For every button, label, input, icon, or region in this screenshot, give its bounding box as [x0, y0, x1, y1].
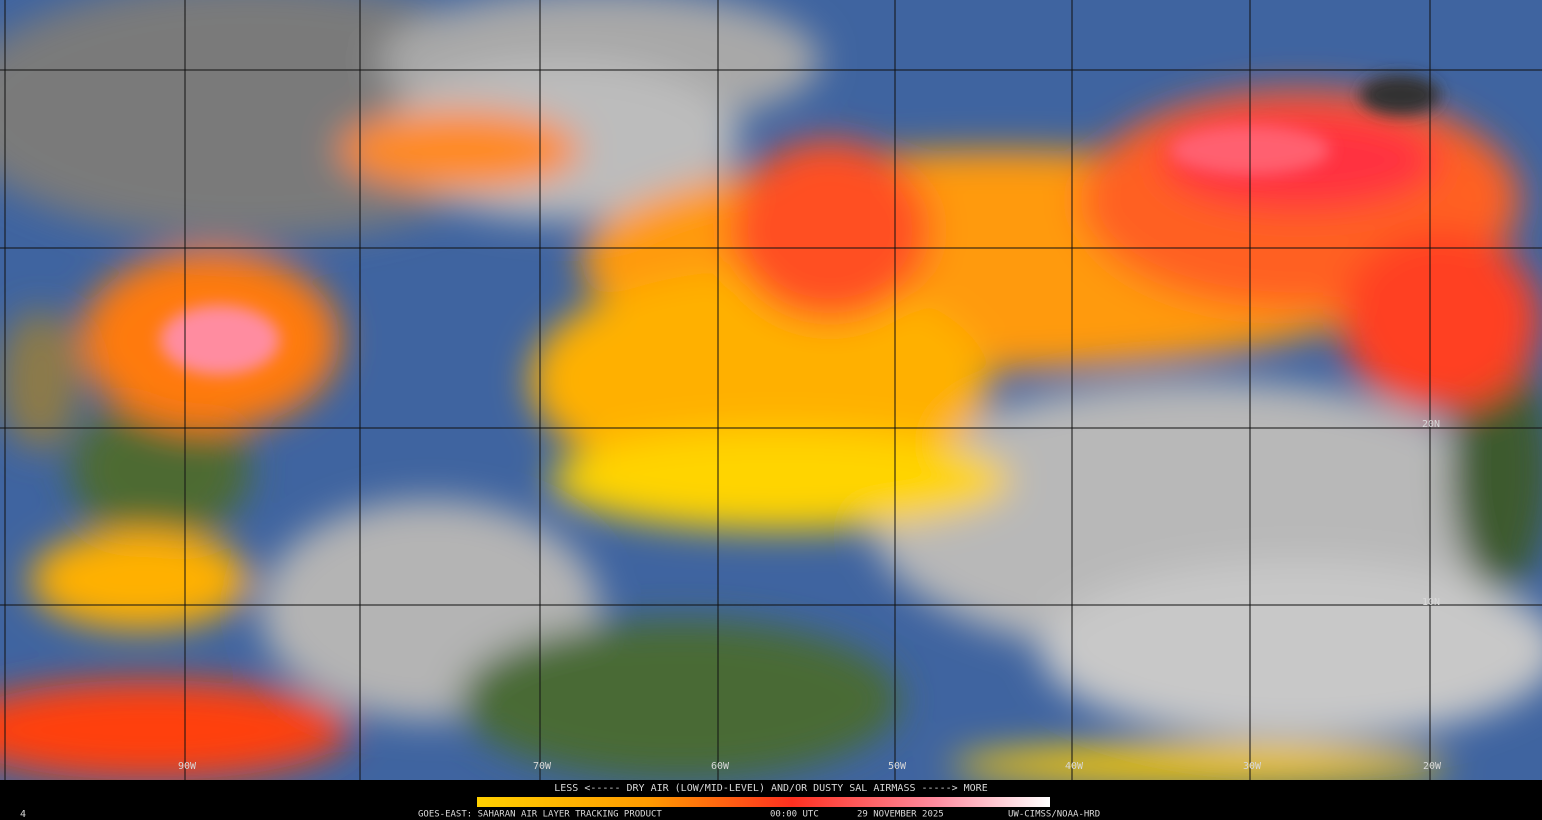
legend-caption: LESS <----- DRY AIR (LOW/MID-LEVEL) AND/…: [554, 783, 987, 794]
grid-labels: 90W 70W 60W 50W 40W 30W 20W 20N 10N: [178, 419, 1442, 772]
lon-label: 20W: [1423, 761, 1442, 772]
date: 29 NOVEMBER 2025: [857, 810, 944, 820]
lon-label: 90W: [178, 761, 197, 772]
footer: LESS <----- DRY AIR (LOW/MID-LEVEL) AND/…: [0, 780, 1542, 820]
frame-number: 4: [20, 809, 26, 820]
lat-label: 20N: [1422, 419, 1440, 430]
lon-label: 50W: [888, 761, 907, 772]
lon-label: 70W: [533, 761, 552, 772]
credit: UW-CIMSS/NOAA-HRD: [1008, 810, 1100, 820]
lat-label: 10N: [1422, 597, 1440, 608]
imagery: [0, 0, 1542, 785]
lon-label: 60W: [711, 761, 730, 772]
lon-label: 30W: [1243, 761, 1262, 772]
graticule: [0, 0, 1542, 780]
lon-label: 40W: [1065, 761, 1084, 772]
time: 00:00 UTC: [770, 810, 819, 820]
color-bar: [477, 797, 1050, 807]
product-name: GOES-EAST: SAHARAN AIR LAYER TRACKING PR…: [418, 810, 662, 820]
